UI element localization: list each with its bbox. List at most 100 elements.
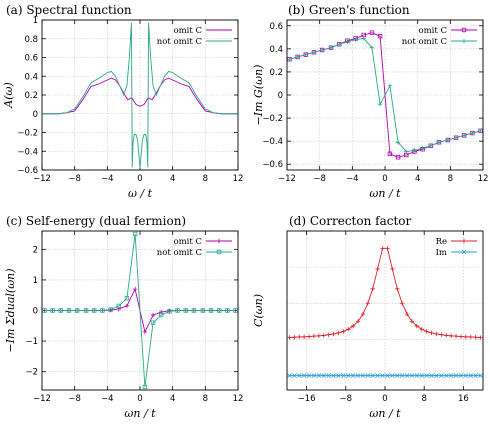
data-point <box>462 133 467 138</box>
data-point <box>369 45 375 50</box>
data-point <box>470 130 475 136</box>
y-tick-label: 0.4 <box>24 72 38 82</box>
series-not-omit-c <box>42 231 238 390</box>
data-point <box>412 148 417 153</box>
data-point <box>390 373 395 378</box>
y-tick-label: 0.2 <box>24 91 38 101</box>
data-point <box>287 373 292 378</box>
x-tick-label: 4 <box>415 174 420 184</box>
data-point <box>297 334 302 340</box>
data-point <box>439 332 444 337</box>
y-tick-label: 0 <box>278 91 283 101</box>
y-tick-label: −1 <box>25 337 38 347</box>
series-line <box>42 77 238 115</box>
x-tick-label: −8 <box>68 394 81 404</box>
data-point <box>124 296 130 301</box>
panel-title: (c) Self-energy (dual fermion) <box>6 214 186 228</box>
data-point <box>150 312 156 318</box>
data-point <box>448 333 454 338</box>
data-point <box>341 329 346 334</box>
data-point <box>306 373 312 378</box>
data-point <box>439 373 444 378</box>
data-point <box>429 373 434 378</box>
series-im <box>287 373 483 378</box>
data-point <box>336 373 341 378</box>
data-point <box>167 309 172 314</box>
data-point <box>399 301 405 306</box>
data-point <box>478 128 483 133</box>
y-tick-label: −0.4 <box>17 147 38 157</box>
y-tick-label: 0.6 <box>24 54 38 64</box>
data-point <box>346 327 351 332</box>
axis-label: A(ω) <box>2 82 15 109</box>
data-point <box>360 373 366 378</box>
data-point <box>326 373 331 378</box>
data-point <box>387 151 393 157</box>
series-not-omit-c <box>42 22 238 169</box>
data-point <box>124 303 130 309</box>
data-point <box>83 308 89 313</box>
data-point <box>390 266 395 272</box>
data-point <box>331 373 336 378</box>
data-point <box>443 373 449 378</box>
y-tick-label: −0.6 <box>262 160 283 170</box>
data-point <box>409 319 415 324</box>
data-point <box>395 155 401 160</box>
x-tick-label: 4 <box>170 174 175 184</box>
data-point <box>369 30 375 35</box>
data-point <box>458 334 464 339</box>
data-point <box>50 308 55 313</box>
series-re <box>287 246 483 340</box>
data-point <box>453 135 459 140</box>
data-point <box>404 373 410 378</box>
data-point <box>326 332 331 337</box>
data-point <box>370 286 375 292</box>
legend-label: not omit C <box>402 37 447 47</box>
data-point <box>419 327 424 332</box>
x-tick-label: 16 <box>458 394 469 404</box>
x-tick-label: −12 <box>33 394 51 404</box>
x-tick-label: −4 <box>101 174 114 184</box>
data-point <box>306 334 312 339</box>
axis-label: ωn / t <box>369 407 401 420</box>
y-tick-label: 0 <box>33 307 38 317</box>
legend-marker <box>461 238 467 244</box>
data-point <box>328 45 334 50</box>
data-point <box>468 373 474 378</box>
data-point <box>365 301 371 306</box>
x-tick-label: 0 <box>137 394 142 404</box>
data-point <box>287 57 292 62</box>
legend-label: Re <box>436 237 447 247</box>
chart-panel-b: −12 −8 −4 0 4 8 12 −0.6 −0.4 −0.2 0 0.2 0.4 0.6 (b) Gr… <box>252 3 488 200</box>
data-point <box>321 333 326 338</box>
data-point <box>463 373 469 378</box>
data-point <box>287 335 292 340</box>
data-point <box>424 329 429 334</box>
data-point <box>424 373 429 378</box>
data-point <box>301 334 307 340</box>
data-point <box>311 333 317 339</box>
data-point <box>296 373 302 378</box>
y-tick-label: 0.8 <box>24 35 38 45</box>
data-point <box>100 308 105 313</box>
data-point <box>355 373 361 378</box>
data-point <box>420 145 425 151</box>
series-line <box>289 247 481 339</box>
data-point <box>159 312 164 318</box>
axis-label: ωn / t <box>369 187 401 200</box>
y-tick-label: −0.2 <box>17 129 38 139</box>
y-tick-label: −0.6 <box>17 166 38 176</box>
panel-title: (d) Correcton factor <box>289 214 412 228</box>
legend-label: not omit C <box>157 248 202 258</box>
series-line <box>42 22 238 169</box>
legend-marker <box>461 38 467 44</box>
y-tick-label: 0.6 <box>269 22 283 32</box>
data-point <box>463 334 469 340</box>
x-tick-label: 12 <box>233 174 244 184</box>
data-point <box>58 308 63 313</box>
data-point <box>42 308 47 313</box>
y-tick-label: 1 <box>33 276 38 286</box>
data-point <box>66 308 72 313</box>
